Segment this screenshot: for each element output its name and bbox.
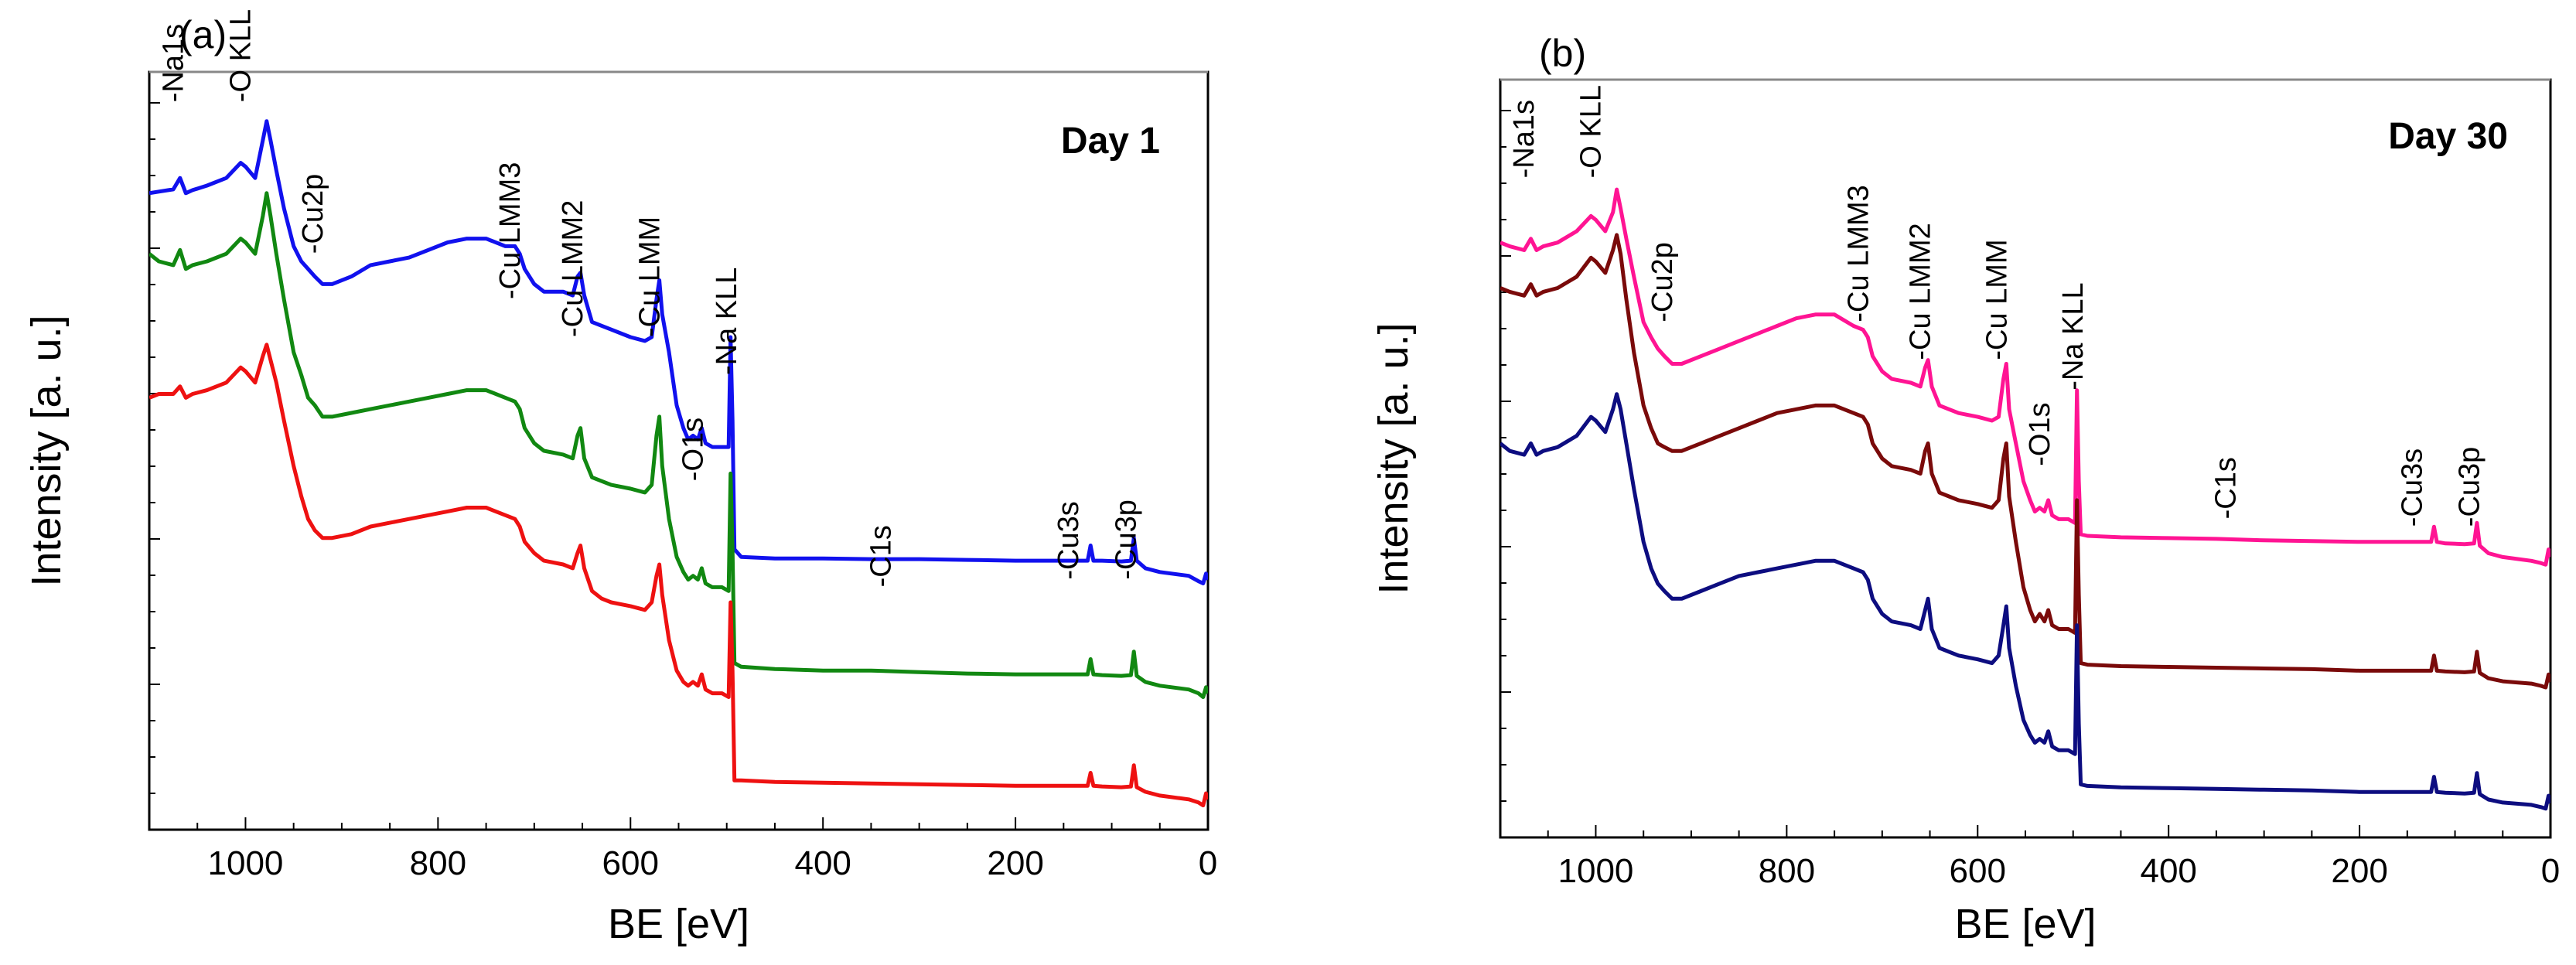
peak-annotation: -Cu3p bbox=[1111, 500, 1143, 580]
peak-annotation: -Na1s bbox=[1508, 100, 1540, 178]
peak-annotation: -Cu LMM3 bbox=[1842, 185, 1875, 322]
x-tick-label: 0 bbox=[1199, 844, 1217, 882]
peak-annotation: -Cu LMM bbox=[634, 217, 667, 337]
x-tick-label: 800 bbox=[1759, 852, 1815, 890]
peak-annotation: -C1s bbox=[865, 525, 897, 587]
peak-annotation: -O KLL bbox=[1575, 85, 1608, 178]
x-tick-label: 200 bbox=[2331, 852, 2387, 890]
y-axis-title: Intensity [a. u.] bbox=[1370, 322, 1417, 594]
peak-annotation: -Cu2p bbox=[297, 174, 329, 254]
x-tick-label: 1000 bbox=[208, 844, 284, 882]
x-tick-label: 600 bbox=[602, 844, 659, 882]
x-tick-label: 400 bbox=[794, 844, 851, 882]
peak-annotation: -Cu2p bbox=[1646, 242, 1679, 322]
peak-annotation: -Cu3p bbox=[2453, 447, 2486, 527]
x-axis-title: BE [eV] bbox=[608, 901, 749, 947]
peak-annotation: -Cu3s bbox=[2396, 448, 2428, 527]
peak-annotation: -Cu LMM bbox=[1981, 239, 2013, 360]
chart-title: Day 1 bbox=[1061, 121, 1160, 162]
panel-a: 1000 800 600 400 200 0 BE [eV] Intensity [a. u.… bbox=[23, 9, 1217, 947]
x-tick-label: 0 bbox=[2541, 852, 2560, 890]
x-axis-title: BE [eV] bbox=[1954, 901, 2096, 947]
x-tick-label: 200 bbox=[987, 844, 1043, 882]
peak-annotation: -O1s bbox=[677, 418, 710, 481]
peak-annotation: -Cu LMM2 bbox=[557, 200, 589, 337]
chart-title: Day 30 bbox=[2388, 116, 2508, 157]
y-axis-title: Intensity [a. u.] bbox=[23, 315, 70, 586]
series-line-3 bbox=[149, 343, 1208, 808]
series-line-3 bbox=[1500, 392, 2550, 811]
peak-annotation: -Na1s bbox=[158, 24, 190, 102]
series-line-2 bbox=[1500, 233, 2550, 690]
peak-annotation: -Na KLL bbox=[711, 268, 743, 375]
peak-annotation: -O KLL bbox=[225, 9, 258, 102]
peak-annotation: -Cu LMM3 bbox=[494, 162, 527, 299]
peak-annotation: -Cu LMM2 bbox=[1905, 223, 1937, 360]
panel-label: (a) bbox=[179, 13, 227, 56]
x-tick-label: 600 bbox=[1950, 852, 2006, 890]
series-line-1 bbox=[149, 119, 1208, 585]
peak-annotation: -O1s bbox=[2024, 402, 2056, 465]
x-tick-label: 800 bbox=[410, 844, 466, 882]
peak-annotation: -Cu3s bbox=[1053, 501, 1085, 579]
panel-label: (b) bbox=[1539, 32, 1586, 75]
panel-b: 1000 800 600 400 200 0 BE [eV] Intensity [a. u.… bbox=[1370, 32, 2560, 947]
x-tick-label: 400 bbox=[2140, 852, 2196, 890]
series-line-1 bbox=[1500, 187, 2550, 567]
peak-annotation: -C1s bbox=[2210, 457, 2243, 519]
x-tick-label: 1000 bbox=[1558, 852, 1634, 890]
series-line-2 bbox=[149, 191, 1208, 699]
peak-annotation: -Na KLL bbox=[2057, 282, 2090, 390]
